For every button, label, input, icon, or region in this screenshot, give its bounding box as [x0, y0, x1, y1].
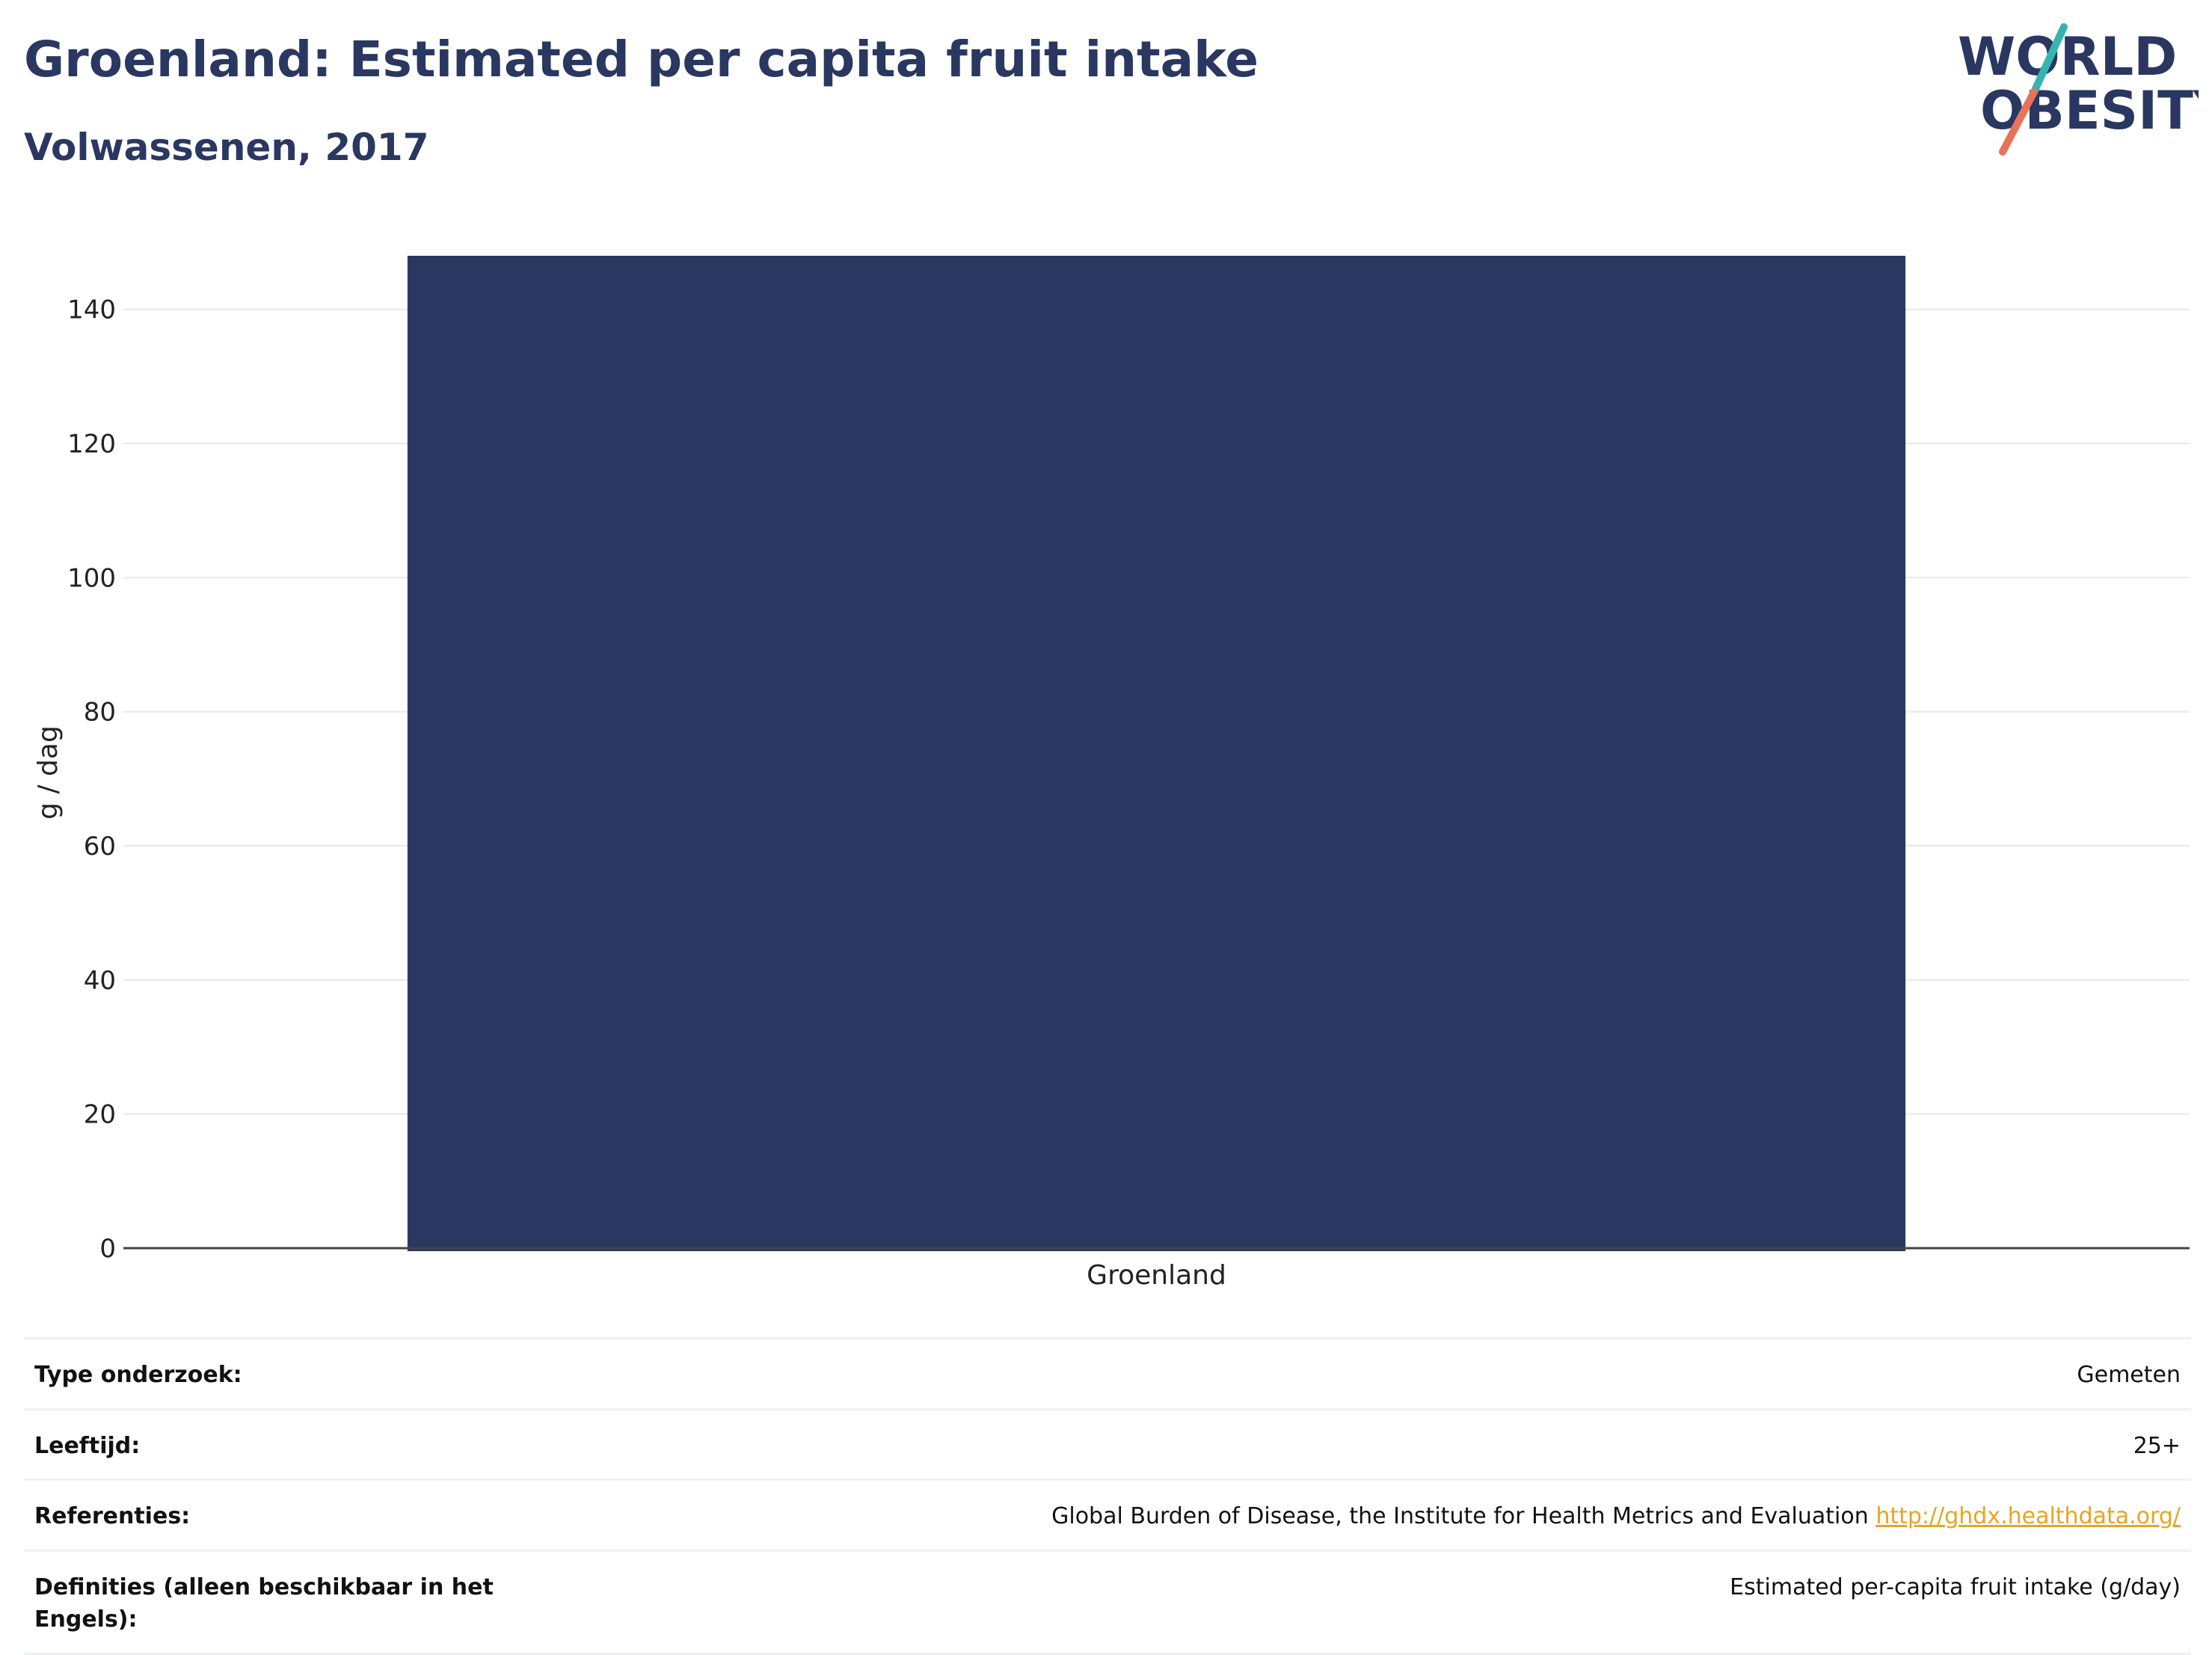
meta-value: Estimated per-capita fruit intake (g/day…: [1730, 1573, 2181, 1600]
meta-label: Referenties:: [34, 1503, 191, 1529]
logo-slash-bottom: [1999, 88, 2038, 156]
y-tick-label: 0: [99, 1234, 116, 1264]
meta-value: 25+: [2133, 1432, 2181, 1459]
meta-label: Leeftijd:: [34, 1432, 141, 1459]
y-axis-ticks: 0 20 40 60 80 100 120 140: [67, 295, 116, 1264]
y-tick-label: 100: [67, 563, 116, 593]
logo-slash-top: [2030, 23, 2068, 96]
reference-link[interactable]: http://ghdx.healthdata.org/: [1875, 1503, 2181, 1529]
bar-chart: 0 20 40 60 80 100 120 140 Groenland g / dag: [33, 256, 2190, 1291]
meta-value: Global Burden of Disease, the Institute …: [1051, 1500, 2181, 1533]
y-tick-label: 80: [84, 698, 116, 728]
y-tick-label: 120: [67, 429, 116, 459]
meta-row-references: Referenties: Global Burden of Disease, t…: [24, 1481, 2191, 1552]
metadata-table: Type onderzoek: Gemeten Leeftijd: 25+ Re…: [24, 1337, 2191, 1655]
logo-line-world: WORLD: [1958, 26, 2177, 87]
y-tick-label: 20: [84, 1100, 116, 1130]
x-axis-ticks: Groenland: [1087, 1260, 1226, 1291]
y-axis-label: g / dag: [33, 725, 64, 820]
y-tick-label: 60: [84, 832, 116, 862]
meta-row-age: Leeftijd: 25+: [24, 1410, 2191, 1481]
meta-label: Type onderzoek:: [34, 1362, 242, 1388]
meta-row-definitions: Definities (alleen beschikbaar in het En…: [24, 1552, 2191, 1655]
bar-groenland: [407, 256, 1906, 1251]
y-tick-label: 140: [67, 295, 116, 325]
y-tick-label: 40: [84, 965, 116, 995]
meta-row-study-type: Type onderzoek: Gemeten: [24, 1339, 2191, 1410]
world-obesity-logo: WORLD OBESITY: [1958, 23, 2199, 156]
meta-label: Definities (alleen beschikbaar in het En…: [34, 1573, 494, 1633]
meta-value: Gemeten: [2077, 1362, 2181, 1388]
chart-title: Groenland: Estimated per capita fruit in…: [24, 31, 1259, 88]
chart-subtitle: Volwassenen, 2017: [24, 126, 429, 169]
bars: [407, 256, 1906, 1251]
reference-text: Global Burden of Disease, the Institute …: [1051, 1503, 1869, 1529]
x-tick-label: Groenland: [1087, 1260, 1226, 1291]
